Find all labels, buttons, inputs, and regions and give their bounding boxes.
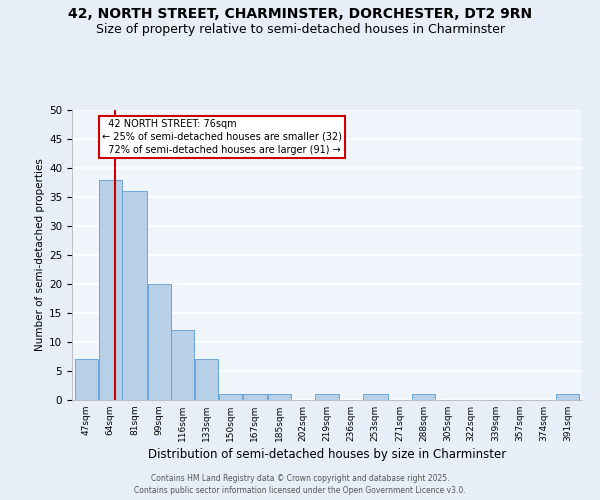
- Bar: [412, 394, 435, 400]
- Text: Contains HM Land Registry data © Crown copyright and database right 2025.
Contai: Contains HM Land Registry data © Crown c…: [134, 474, 466, 495]
- Y-axis label: Number of semi-detached properties: Number of semi-detached properties: [35, 158, 45, 352]
- Bar: [122, 191, 147, 400]
- Bar: [243, 394, 267, 400]
- Bar: [268, 394, 291, 400]
- Bar: [75, 360, 98, 400]
- Bar: [98, 180, 122, 400]
- X-axis label: Distribution of semi-detached houses by size in Charminster: Distribution of semi-detached houses by …: [148, 448, 506, 461]
- Text: Size of property relative to semi-detached houses in Charminster: Size of property relative to semi-detach…: [95, 22, 505, 36]
- Bar: [195, 360, 218, 400]
- Text: 42 NORTH STREET: 76sqm
← 25% of semi-detached houses are smaller (32)
  72% of s: 42 NORTH STREET: 76sqm ← 25% of semi-det…: [103, 118, 343, 155]
- Text: 42, NORTH STREET, CHARMINSTER, DORCHESTER, DT2 9RN: 42, NORTH STREET, CHARMINSTER, DORCHESTE…: [68, 8, 532, 22]
- Bar: [363, 394, 388, 400]
- Bar: [316, 394, 338, 400]
- Bar: [556, 394, 579, 400]
- Bar: [172, 330, 194, 400]
- Bar: [148, 284, 170, 400]
- Bar: [219, 394, 242, 400]
